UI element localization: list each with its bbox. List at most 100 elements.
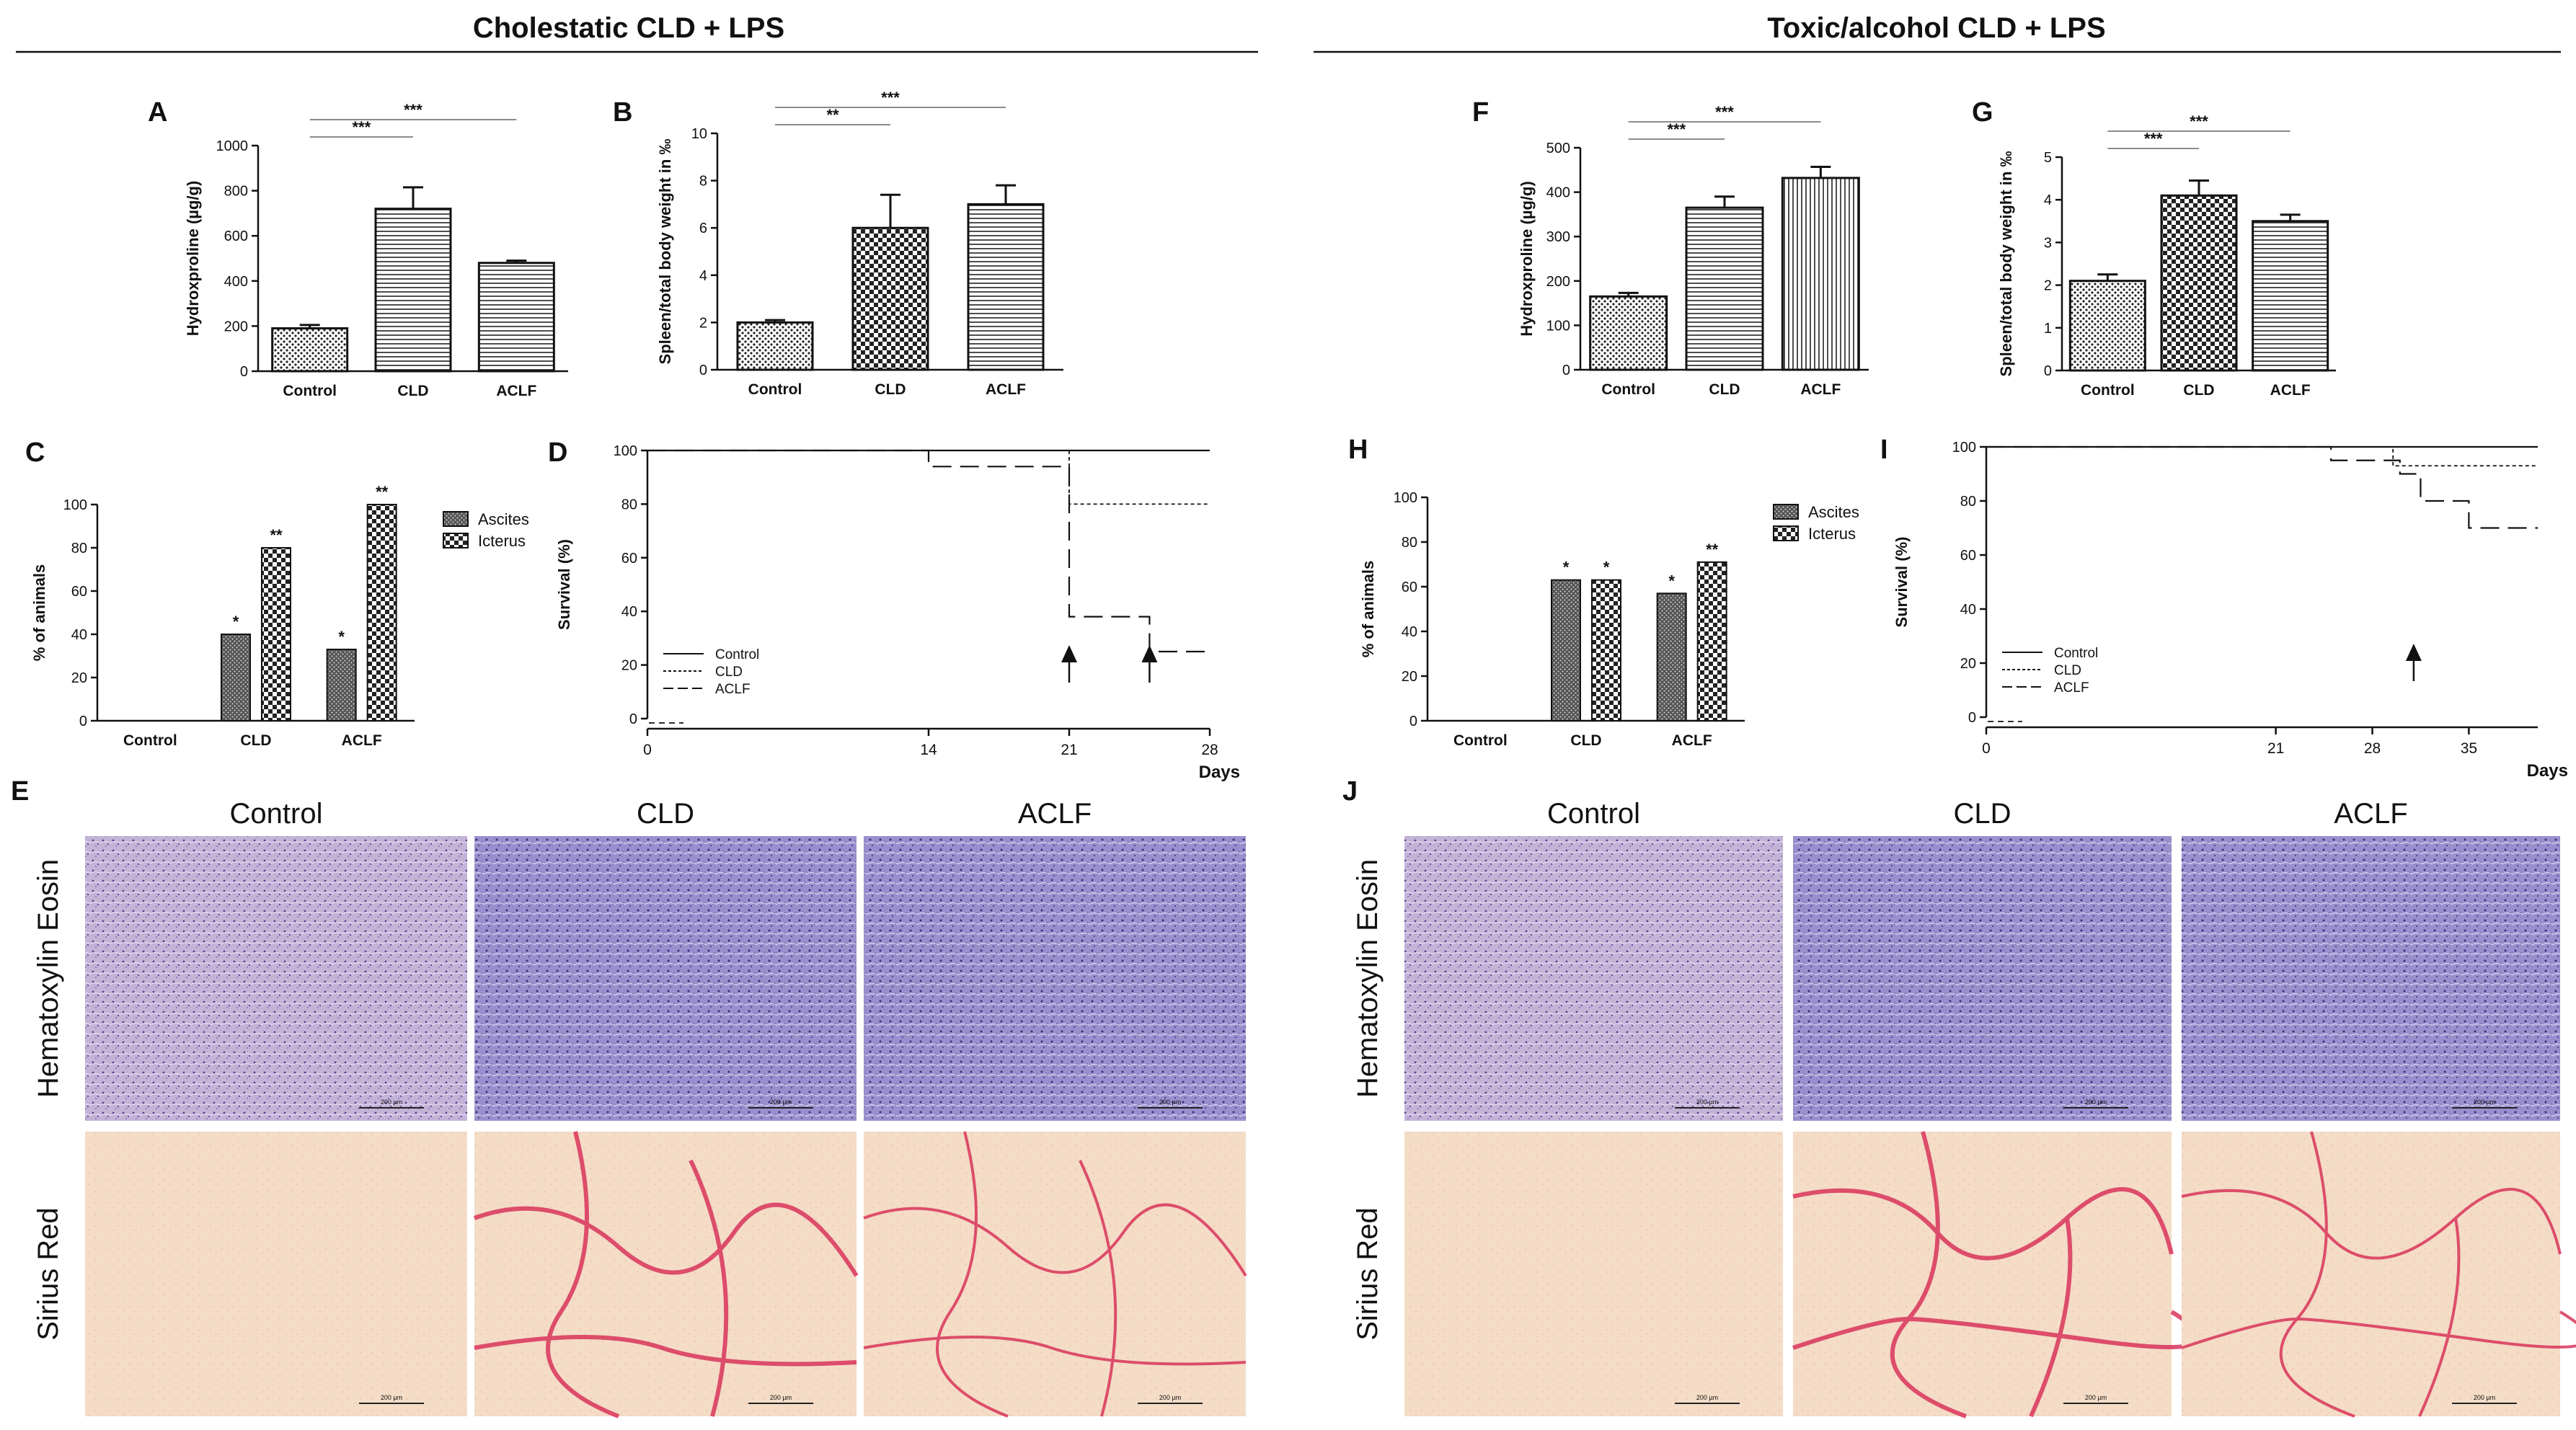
y-tick-label: 0	[1409, 714, 1417, 729]
y-tick-label: 0	[1562, 363, 1570, 378]
x-tick-label: 0	[643, 742, 652, 758]
significance-label: *	[1603, 559, 1610, 577]
y-tick-label: 80	[1960, 494, 1976, 510]
chart-panel-h: H 0 20 40 60 80 100 % of animals Control CLD ACLF *…	[1348, 435, 1859, 749]
fibrosis-septa	[473, 1131, 859, 1418]
micrograph	[864, 836, 1246, 1121]
row-label: Hematoxylin Eosin	[32, 859, 64, 1098]
y-tick-label: 0	[1968, 710, 1976, 726]
panel-letter: E	[11, 776, 29, 807]
y-tick-label: 40	[621, 604, 637, 620]
scale-bar-label: 200 µm	[2474, 1098, 2495, 1106]
y-tick-label: 100	[63, 497, 87, 513]
x-tick-label: 28	[2364, 740, 2381, 757]
scale-bar-label: 200 µm	[2085, 1394, 2107, 1401]
fibrosis-septa	[863, 1131, 1247, 1418]
x-tick-label: ACLF	[2270, 382, 2311, 399]
y-tick-label: 60	[621, 551, 637, 567]
lps-arrow-head	[1061, 645, 1077, 662]
micrograph	[85, 1132, 467, 1416]
chart-panel-a: A 0 200 400 600 800 1000 Hydroxproline (µg/g) Co…	[148, 97, 568, 399]
x-tick-label: CLD	[875, 381, 906, 398]
y-tick-label: 5	[2044, 150, 2052, 166]
panel-letter: J	[1342, 776, 1358, 807]
bar	[2252, 220, 2329, 372]
y-tick-label: 40	[1960, 602, 1976, 618]
chart-panel-b: B 0 2 4 6 8 10 Spleen/total body weight in ‰ Con…	[613, 89, 1063, 398]
y-tick-label: 300	[1546, 229, 1570, 245]
bar	[851, 226, 929, 371]
scale-bar-label: 200 µm	[1159, 1394, 1181, 1401]
significance-label: **	[376, 483, 389, 501]
legend-label: ACLF	[715, 682, 751, 697]
micrograph	[1793, 1132, 2172, 1416]
scale-bar-label: 200 µm	[1696, 1098, 1718, 1106]
section-title: Toxic/alcohol CLD + LPS	[1767, 12, 2105, 44]
significance-label: *	[1668, 572, 1675, 590]
y-tick-label: 0	[240, 364, 248, 380]
legend-label: Ascites	[478, 510, 529, 528]
x-tick-label: ACLF	[1672, 732, 1712, 749]
lps-arrow-head	[2405, 644, 2422, 661]
y-tick-label: 0	[699, 363, 707, 378]
micrograph	[864, 1132, 1246, 1416]
significance-label: *	[1563, 559, 1570, 577]
legend-label: Icterus	[1808, 525, 1856, 543]
y-axis-label: % of animals	[30, 564, 48, 661]
bar	[1551, 579, 1581, 722]
series-line	[1986, 446, 2538, 467]
panel-letter: G	[1972, 97, 1993, 128]
panel-letter: A	[148, 97, 167, 128]
x-tick-label: Control	[2081, 382, 2135, 399]
bar	[271, 327, 349, 373]
x-tick-label: ACLF	[986, 381, 1026, 398]
significance-label: **	[826, 106, 839, 124]
y-tick-label: 0	[79, 714, 87, 729]
bar	[374, 208, 452, 373]
significance-label: *	[338, 628, 345, 646]
series-line	[1986, 445, 2538, 529]
y-tick-label: 80	[1402, 535, 1417, 551]
panel-letter: I	[1880, 435, 1888, 465]
x-tick-label: 21	[1061, 742, 1077, 758]
scale-bar-label: 200 µm	[381, 1394, 402, 1401]
y-tick-label: 200	[224, 319, 248, 334]
section-header-right: Toxic/alcohol CLD + LPS	[1314, 12, 2561, 53]
y-tick-label: 0	[2044, 363, 2052, 379]
y-tick-label: 100	[1394, 490, 1417, 506]
y-tick-label: 40	[71, 627, 87, 643]
y-tick-label: 400	[1546, 185, 1570, 201]
x-tick-label: Control	[283, 383, 337, 399]
y-tick-label: 60	[1960, 548, 1976, 564]
x-tick-label: CLD	[1570, 732, 1601, 749]
bar	[2068, 280, 2146, 372]
y-axis-label: Spleen/total body weight in ‰	[1997, 151, 2015, 377]
x-axis-label: Days	[1199, 763, 1240, 782]
bar	[261, 547, 291, 721]
micrograph	[474, 836, 857, 1121]
column-header: ACLF	[2334, 798, 2407, 830]
bar	[1591, 579, 1621, 722]
histology-panel-j: J Control CLD ACLF Hematoxylin Eosin 200 µm 20…	[1342, 776, 2576, 1418]
chart-panel-f: F 0 100 200 300 400 500 Hydroxproline (µg/g) Con…	[1472, 97, 1869, 398]
row-label: Sirius Red	[32, 1207, 64, 1341]
scale-bar-label: 200 µm	[770, 1394, 792, 1401]
y-tick-label: 200	[1546, 274, 1570, 290]
significance-label: ***	[1667, 120, 1686, 138]
micrograph	[2182, 836, 2560, 1121]
y-axis-label: Survival (%)	[555, 539, 573, 630]
y-axis-label: Survival (%)	[1893, 537, 1911, 628]
y-tick-label: 100	[1546, 318, 1570, 334]
chart-panel-i: I 0 20 40 60 80 100 Survival (%) 0 21 28 35 Days Cont…	[1880, 435, 2568, 781]
panel-letter: F	[1472, 97, 1489, 128]
bar	[736, 321, 814, 371]
micrograph	[1404, 1132, 1783, 1416]
y-tick-label: 80	[71, 541, 87, 556]
y-tick-label: 0	[629, 711, 637, 727]
scale-bar-label: 200 µm	[770, 1098, 792, 1106]
section-title: Cholestatic CLD + LPS	[473, 12, 784, 44]
bar	[1781, 177, 1860, 371]
x-tick-label: ACLF	[342, 732, 382, 749]
x-tick-label: 21	[2267, 740, 2284, 757]
legend-swatch	[443, 511, 469, 527]
